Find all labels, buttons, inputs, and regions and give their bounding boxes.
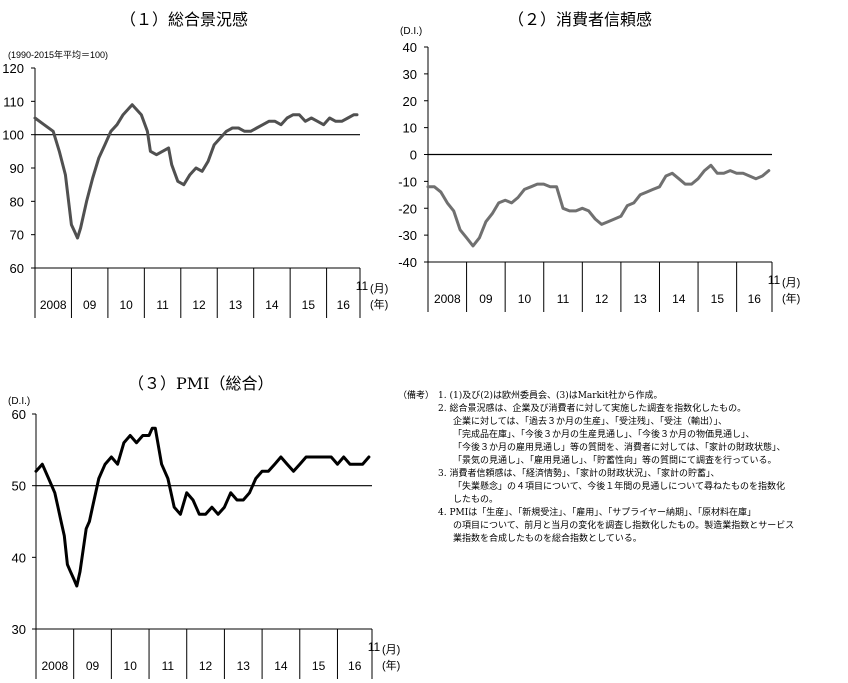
year-label: 12 — [595, 292, 609, 306]
y-axis-label: (D.I.) — [400, 26, 422, 37]
y-tick-label: -20 — [398, 201, 417, 216]
y-axis-label: (D.I.) — [8, 396, 30, 407]
y-tick-label: 100 — [2, 128, 24, 143]
month-unit-label: (月) — [782, 277, 800, 289]
note-line: したもの。 — [453, 495, 499, 505]
note-line: 「今後３か月の雇用見通し」等の質問を、消費者に対しては、「家計の財政状態」、 — [453, 443, 786, 453]
year-label: 11 — [156, 298, 169, 312]
year-label: 2008 — [41, 659, 68, 673]
year-label: 12 — [199, 659, 213, 673]
y-tick-label: 90 — [10, 161, 24, 176]
year-label: 15 — [302, 298, 316, 312]
note-line: 3. 消費者信頼感は、「経済情勢」、「家計の財政状況」、「家計の貯蓄」、 — [398, 468, 843, 481]
note-text: 総合景況感は、企業及び消費者に対して実施した調査を指数化したもの。 — [449, 404, 747, 414]
year-label: 14 — [265, 298, 279, 312]
y-tick-label: 120 — [2, 61, 24, 76]
note-line: の項目について、前月と当月の変化を調査し指数化したもの。製造業指数とサービス — [453, 521, 795, 531]
y-tick-label: 50 — [12, 479, 26, 494]
y-tick-label: -10 — [398, 174, 417, 189]
note-line: 「失業懸念」の４項目について、今後１年間の見通しについて尋ねたものを指数化 — [453, 482, 786, 492]
y-tick-label: 10 — [403, 121, 417, 136]
year-label: 09 — [86, 659, 100, 673]
note-line: 「景気の見通し」、「雇用見通し」、「貯蓄性向」等の質問にて調査を行っている。 — [453, 456, 777, 466]
y-axis-label: (1990-2015年平均＝100) — [8, 49, 108, 60]
y-tick-label: 60 — [12, 407, 26, 422]
note-line: （備考） 1. (1)及び(2)は欧州委員会、(3)はMarkit社から作成。 — [398, 390, 843, 403]
year-label: 13 — [634, 292, 648, 306]
y-tick-label: -30 — [398, 228, 417, 243]
composite-sentiment-chart: (1990-2015年平均＝100) 60 70 80 90 100 110 120 2008 0… — [2, 49, 388, 318]
y-tick-label: 0 — [410, 148, 417, 163]
year-unit-label: (年) — [382, 658, 400, 672]
year-label: 09 — [83, 298, 97, 312]
y-tick-label: 40 — [12, 550, 26, 565]
year-label: 2008 — [40, 298, 67, 312]
y-tick-label: 20 — [403, 94, 417, 109]
note-text: 消費者信頼感は、「経済情勢」、「家計の財政状況」、「家計の貯蓄」、 — [449, 469, 720, 479]
consumer-confidence-chart: (D.I.) -40 -30 -20 -10 0 10 20 30 40 2008 09 10 11 12 1… — [398, 26, 800, 312]
year-label: 15 — [312, 659, 326, 673]
y-tick-label: -40 — [398, 255, 417, 270]
note-number: 3. — [438, 469, 450, 479]
year-label: 16 — [348, 659, 362, 673]
notes-section: （備考） 1. (1)及び(2)は欧州委員会、(3)はMarkit社から作成。 2.… — [398, 390, 843, 546]
year-label: 14 — [672, 292, 686, 306]
year-label: 11 — [557, 292, 570, 306]
year-label: 13 — [237, 659, 251, 673]
year-label: 11 — [162, 659, 175, 673]
y-tick-label: 40 — [403, 40, 417, 55]
year-label: 15 — [711, 292, 725, 306]
year-unit-label: (年) — [370, 297, 388, 311]
year-label: 2008 — [434, 292, 461, 306]
y-tick-label: 60 — [10, 261, 24, 276]
year-label: 16 — [337, 298, 351, 312]
series-line — [426, 163, 771, 248]
note-number: 4. — [438, 508, 450, 518]
end-month-label: 11 — [768, 273, 781, 287]
chart-title: （３）PMI（総合） — [128, 374, 274, 393]
note-number: 2. — [438, 404, 450, 414]
y-tick-label: 30 — [403, 67, 417, 82]
chart-title: （１）総合景況感 — [120, 10, 249, 29]
year-label: 12 — [192, 298, 206, 312]
end-month-label: 11 — [356, 279, 369, 293]
y-tick-label: 110 — [3, 94, 24, 109]
note-text: (1)及び(2)は欧州委員会、(3)はMarkit社から作成。 — [449, 391, 663, 401]
note-text: PMIは「生産」、「新規受注」、「雇用」、「サプライヤー納期」、「原材料在庫」 — [449, 508, 757, 518]
year-label: 10 — [124, 659, 138, 673]
y-tick-label: 30 — [12, 622, 26, 637]
note-line: 企業に対しては、「過去３か月の生産」、「受注残」、「受注（輸出）」、 — [453, 417, 728, 427]
chart-title: （２）消費者信頼感 — [508, 10, 653, 29]
year-label: 10 — [119, 298, 133, 312]
year-label: 09 — [479, 292, 493, 306]
year-label: 13 — [229, 298, 243, 312]
year-label: 10 — [518, 292, 532, 306]
series-line — [34, 426, 371, 588]
note-number: 1. — [438, 391, 450, 401]
month-unit-label: (月) — [370, 283, 388, 295]
year-label: 16 — [748, 292, 762, 306]
notes-heading: （備考） — [398, 391, 435, 401]
note-line: 「完成品在庫」、「今後３か月の生産見通し」、「今後３か月の物価見通し」、 — [453, 430, 755, 440]
note-line: 業指数を合成したものを総合指数としている。 — [453, 534, 642, 544]
series-line — [33, 103, 359, 240]
note-line: 2. 総合景況感は、企業及び消費者に対して実施した調査を指数化したもの。 — [398, 403, 843, 416]
y-tick-label: 70 — [10, 228, 24, 243]
end-month-label: 11 — [368, 640, 381, 654]
month-unit-label: (月) — [382, 644, 400, 656]
note-line: 4. PMIは「生産」、「新規受注」、「雇用」、「サプライヤー納期」、「原材料在… — [398, 507, 843, 520]
y-tick-label: 80 — [10, 194, 24, 209]
year-label: 14 — [274, 659, 288, 673]
year-unit-label: (年) — [782, 291, 800, 305]
